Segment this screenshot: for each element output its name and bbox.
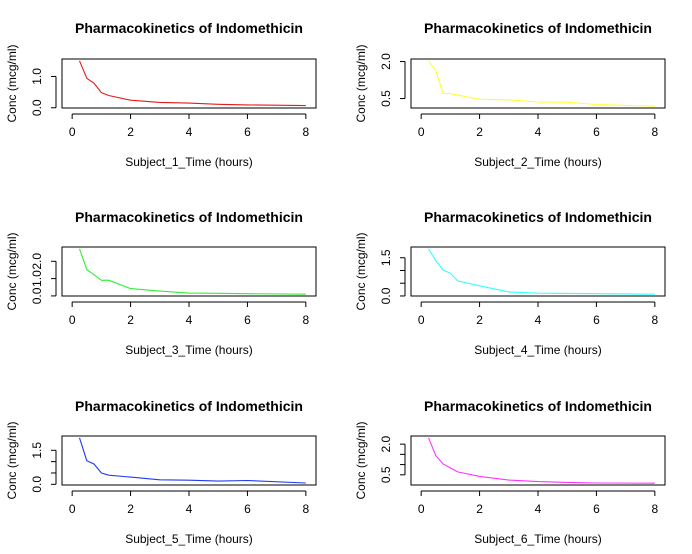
x-tick-label: 4	[186, 313, 193, 327]
x-tick-label: 0	[69, 313, 76, 327]
x-tick-label: 8	[651, 313, 658, 327]
x-tick-label: 0	[418, 502, 425, 516]
x-tick-label: 4	[535, 313, 542, 327]
x-tick-label: 8	[302, 502, 309, 516]
x-tick-label: 2	[127, 313, 134, 327]
y-tick-label: 0.0	[30, 99, 44, 116]
x-tick-label: 2	[476, 313, 483, 327]
chart-title: Pharmacokinetics of Indomethicin	[75, 209, 303, 225]
x-axis-label: Subject_6_Time (hours)	[474, 532, 602, 546]
x-tick-label: 2	[476, 125, 483, 139]
y-tick-label: 1.0	[30, 68, 44, 85]
series-line	[78, 60, 306, 107]
x-axis-label: Subject_3_Time (hours)	[125, 343, 253, 357]
y-tick-label: 0.0	[30, 287, 44, 304]
x-tick-label: 6	[244, 313, 251, 327]
chart-title: Pharmacokinetics of Indomethicin	[75, 20, 303, 36]
x-tick-label: 8	[302, 125, 309, 139]
subplot-3: Pharmacokinetics of Indomethicin 0 2 4 6 8 0.0…	[5, 209, 317, 357]
x-tick-label: 6	[593, 502, 600, 516]
x-axis-label: Subject_1_Time (hours)	[125, 155, 253, 169]
y-tick-label: 2.0	[379, 435, 393, 452]
chart-title: Pharmacokinetics of Indomethicin	[424, 209, 652, 225]
plot-frame	[61, 246, 317, 297]
y-tick-label: 0.0	[30, 476, 44, 493]
y-tick-label: 1.0	[30, 270, 44, 287]
subplot-6: Pharmacokinetics of Indomethicin 0 2 4 6 8 0.5…	[354, 398, 666, 546]
x-tick-label: 8	[302, 313, 309, 327]
x-tick-label: 2	[476, 502, 483, 516]
x-tick-label: 0	[69, 125, 76, 139]
y-tick-label: 0.5	[379, 466, 393, 483]
x-tick-label: 4	[186, 125, 193, 139]
y-axis-label: Conc (mcg/ml)	[354, 421, 368, 499]
x-tick-label: 4	[535, 125, 542, 139]
plot-frame	[410, 58, 666, 109]
x-axis-label: Subject_2_Time (hours)	[474, 155, 602, 169]
plot-frame	[61, 58, 317, 109]
x-tick-label: 2	[127, 125, 134, 139]
series-line	[78, 437, 306, 484]
subplot-5: Pharmacokinetics of Indomethicin 0 2 4 6 8 0.0…	[5, 398, 317, 546]
x-tick-label: 0	[418, 313, 425, 327]
x-tick-label: 6	[244, 125, 251, 139]
y-tick-label: 2.0	[30, 253, 44, 270]
x-tick-label: 8	[651, 125, 658, 139]
x-tick-label: 4	[186, 502, 193, 516]
y-tick-label: 2.0	[379, 53, 393, 70]
subplot-2: Pharmacokinetics of Indomethicin 0 2 4 6 8 0.5…	[354, 20, 666, 169]
plot-frame	[410, 246, 666, 297]
y-axis-label: Conc (mcg/ml)	[5, 232, 19, 310]
y-axis-label: Conc (mcg/ml)	[5, 44, 19, 122]
series-line	[428, 248, 655, 295]
x-tick-label: 4	[535, 502, 542, 516]
plot-frame	[61, 435, 317, 486]
y-axis-label: Conc (mcg/ml)	[354, 44, 368, 122]
x-axis-label: Subject_5_Time (hours)	[125, 532, 253, 546]
series-line	[78, 248, 306, 295]
y-tick-label: 1.5	[30, 442, 44, 459]
x-tick-label: 6	[593, 313, 600, 327]
y-axis-label: Conc (mcg/ml)	[5, 421, 19, 499]
y-tick-label: 1.5	[379, 249, 393, 266]
chart-title: Pharmacokinetics of Indomethicin	[424, 398, 652, 414]
series-line	[428, 60, 655, 107]
x-tick-label: 6	[593, 125, 600, 139]
chart-title: Pharmacokinetics of Indomethicin	[424, 20, 652, 36]
x-tick-label: 6	[244, 502, 251, 516]
x-tick-label: 0	[418, 125, 425, 139]
plot-frame	[410, 435, 666, 486]
x-tick-label: 0	[69, 502, 76, 516]
x-tick-label: 2	[127, 502, 134, 516]
chart-title: Pharmacokinetics of Indomethicin	[75, 398, 303, 414]
y-tick-label: 0.5	[379, 90, 393, 107]
subplot-1: Pharmacokinetics of Indomethicin 0 2 4 6 8 0.0…	[5, 20, 317, 169]
subplot-4: Pharmacokinetics of Indomethicin 0 2 4 6 8 0.0…	[354, 209, 666, 357]
y-tick-label: 0.0	[379, 287, 393, 304]
series-line	[427, 437, 655, 484]
y-axis-label: Conc (mcg/ml)	[354, 232, 368, 310]
x-axis-label: Subject_4_Time (hours)	[474, 343, 602, 357]
x-tick-label: 8	[651, 502, 658, 516]
